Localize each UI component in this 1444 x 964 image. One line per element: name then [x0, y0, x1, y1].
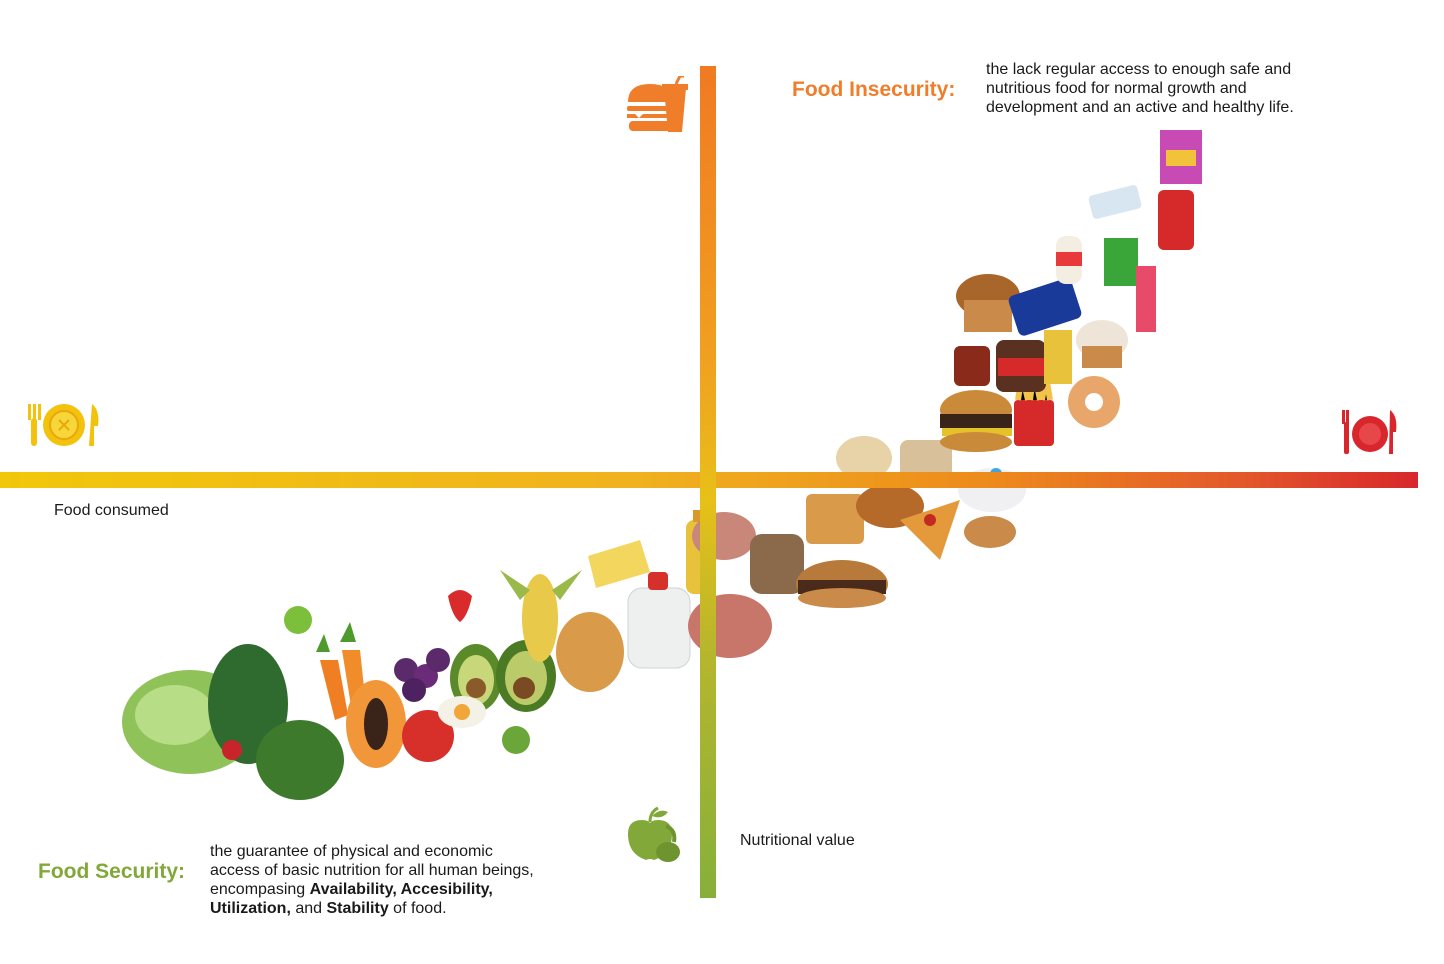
pillar-utilization: Utilization,	[210, 900, 291, 917]
plate-cutlery-red-icon	[1342, 410, 1397, 454]
definition-line: encompasing Availability, Accesibility,	[210, 880, 630, 899]
waffle	[806, 494, 864, 544]
y-axis	[700, 66, 716, 898]
strawberry	[448, 590, 472, 622]
milk-jug	[627, 587, 691, 669]
definition-line: access of basic nutrition for all human …	[210, 862, 534, 879]
definition-line: nutritious food for normal growth and	[986, 80, 1247, 97]
food-insecurity-term: Food Insecurity:	[792, 78, 956, 101]
definition-line: Utilization, and Stability of food.	[210, 899, 630, 918]
candy	[1104, 238, 1138, 286]
definition-text: encompasing	[210, 881, 310, 898]
soda-can	[1158, 190, 1194, 250]
bread	[556, 612, 624, 692]
nuggets	[964, 516, 1016, 548]
definition-line: development and an active and healthy li…	[986, 99, 1294, 116]
tomato	[402, 710, 454, 762]
burger-drink-icon	[627, 76, 688, 132]
cheese	[588, 540, 650, 588]
broccoli	[256, 720, 344, 800]
fried-chicken	[856, 484, 924, 528]
definition-line: the lack regular access to enough safe a…	[986, 61, 1292, 78]
y-axis-label: Nutritional value	[740, 832, 855, 849]
gum	[1088, 185, 1142, 219]
x-axis-label: Food consumed	[54, 502, 169, 519]
corn	[522, 574, 558, 662]
definition-text: and	[290, 900, 327, 917]
food-security-definition: the guarantee of physical and economic a…	[210, 842, 630, 918]
kiwi	[502, 726, 530, 754]
definition-line: the guarantee of physical and economic	[210, 843, 493, 860]
pillar-stability: Stability	[326, 900, 389, 917]
pizza	[900, 500, 960, 560]
cookie-pack	[1008, 278, 1082, 336]
plate-cutlery-icon	[28, 404, 99, 446]
sweet-bread	[836, 436, 892, 480]
fries	[1014, 400, 1054, 446]
sliced-bread	[750, 534, 804, 594]
sauce-jar	[954, 346, 990, 386]
juice-box	[1044, 330, 1072, 384]
food-security-term: Food Security:	[38, 860, 186, 883]
lime	[284, 606, 312, 634]
pillar-availability-accessibility: Availability, Accesibility,	[309, 881, 493, 898]
grapes	[394, 658, 418, 682]
carrots	[320, 660, 348, 720]
fruit-vegetable-icon	[628, 806, 680, 862]
definition-text: of food.	[388, 900, 447, 917]
food-insecurity-definition: the lack regular access to enough safe a…	[986, 60, 1406, 117]
candy-stick	[1136, 266, 1156, 332]
